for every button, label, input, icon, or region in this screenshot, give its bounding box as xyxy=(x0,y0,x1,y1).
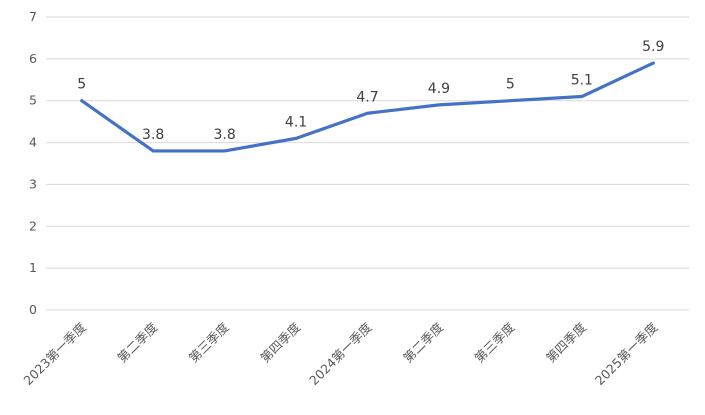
series-line xyxy=(80,61,655,153)
x-category-label: 2023第一季度 xyxy=(20,319,89,388)
data-point-label: 3.8 xyxy=(142,127,164,143)
data-point-label: 5.1 xyxy=(571,73,593,89)
x-category-label: 第四季度 xyxy=(543,319,589,365)
y-tick-label: 6 xyxy=(29,51,37,66)
x-category-label: 第三季度 xyxy=(472,319,518,365)
y-tick-label: 7 xyxy=(29,9,37,24)
y-tick-label: 1 xyxy=(29,260,37,275)
data-point-label: 4.1 xyxy=(285,114,307,130)
data-point-label: 4.7 xyxy=(356,89,378,105)
x-category-label: 2025第一季度 xyxy=(592,319,661,388)
data-point-label: 3.8 xyxy=(213,127,235,143)
x-category-label: 第三季度 xyxy=(186,319,232,365)
y-tick-label: 4 xyxy=(29,135,37,150)
x-category-label: 第四季度 xyxy=(257,319,303,365)
y-tick-label: 2 xyxy=(29,218,37,233)
y-tick-label: 0 xyxy=(29,302,37,317)
x-category-label: 2024第一季度 xyxy=(306,319,375,388)
data-point-label: 5 xyxy=(77,77,86,93)
x-category-label: 第二季度 xyxy=(400,319,446,365)
data-point-label: 5.9 xyxy=(642,39,664,55)
y-tick-label: 5 xyxy=(29,93,37,108)
data-point-label: 5 xyxy=(506,77,515,93)
y-tick-label: 3 xyxy=(29,176,37,191)
data-point-label: 4.9 xyxy=(428,81,450,97)
x-category-label: 第二季度 xyxy=(114,319,160,365)
